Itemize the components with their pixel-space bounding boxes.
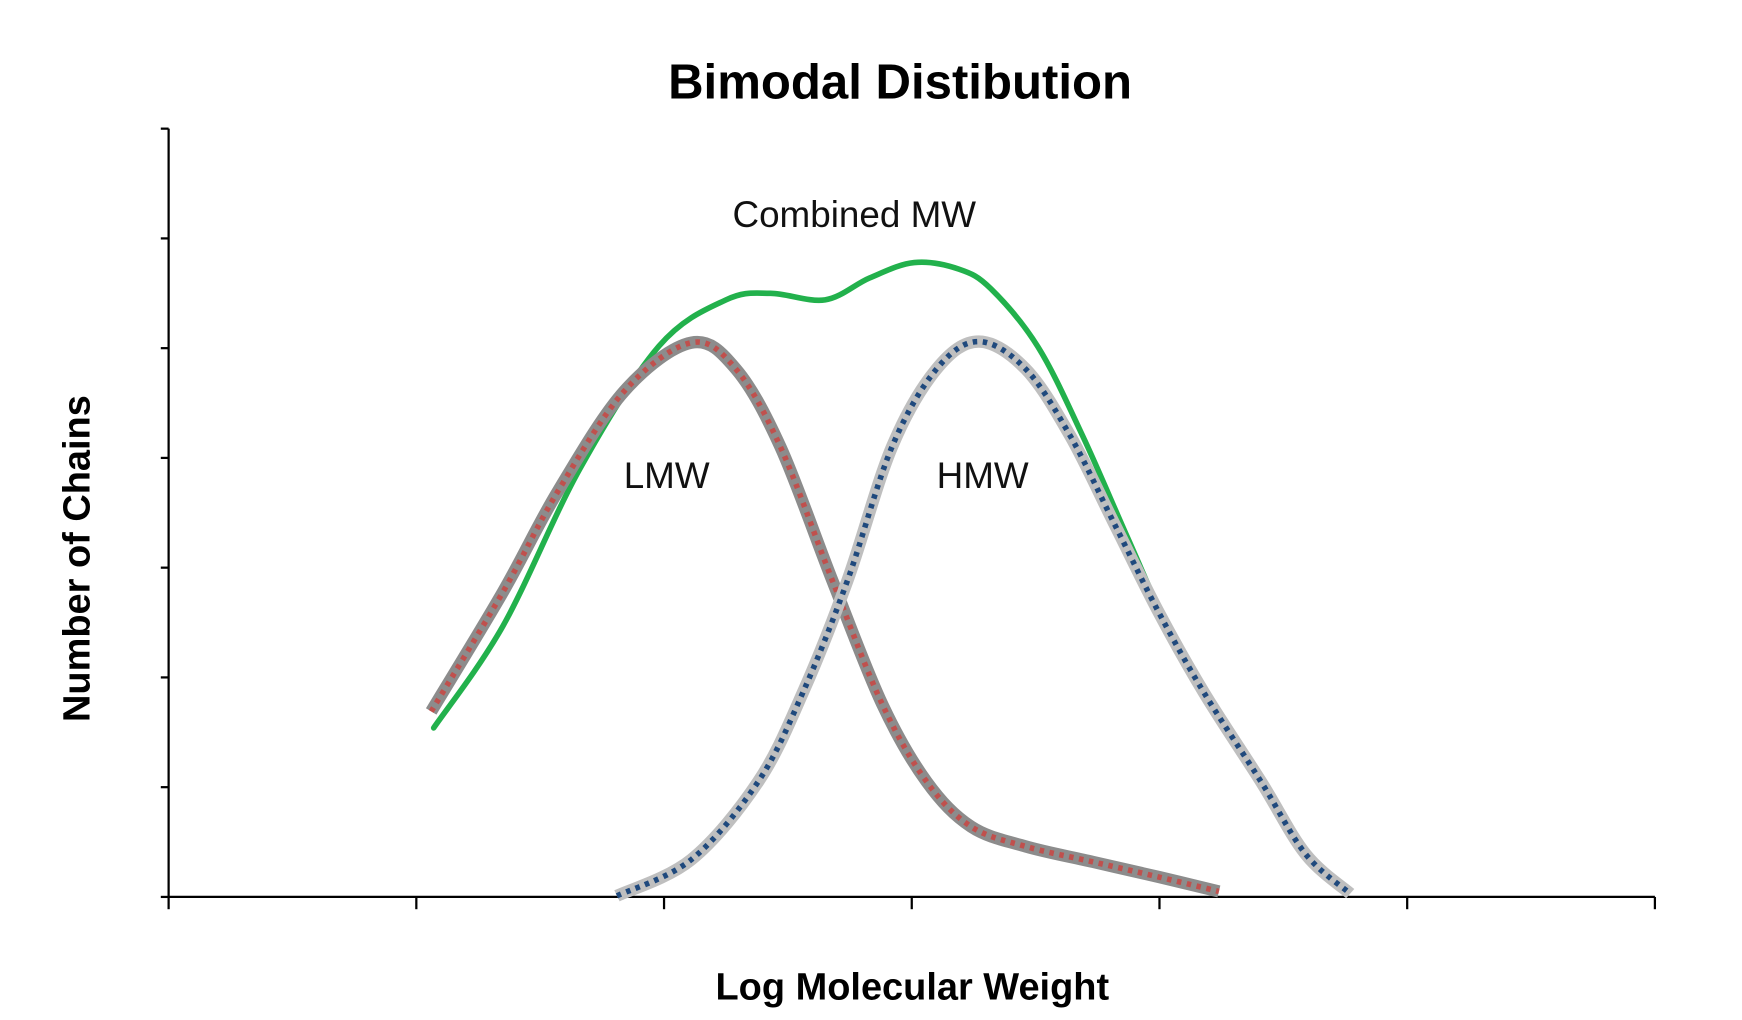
series-combined-line xyxy=(430,259,1202,731)
annotation-hmw: HMW xyxy=(937,455,1029,496)
axes xyxy=(160,127,1657,910)
x-axis-label: Log Molecular Weight xyxy=(716,967,1110,1009)
annotation-combined-mw: Combined MW xyxy=(732,194,976,235)
y-axis-label: Number of Chains xyxy=(56,395,98,722)
annotation-lmw: LMW xyxy=(624,455,710,496)
series-lmw-line xyxy=(428,339,1220,895)
series-lmw-outline xyxy=(425,335,1221,898)
series-hmw-outline xyxy=(614,335,1355,902)
chart-title: Bimodal Distibution xyxy=(668,56,1132,110)
series-group xyxy=(425,259,1355,902)
series-hmw-line xyxy=(615,338,1353,899)
